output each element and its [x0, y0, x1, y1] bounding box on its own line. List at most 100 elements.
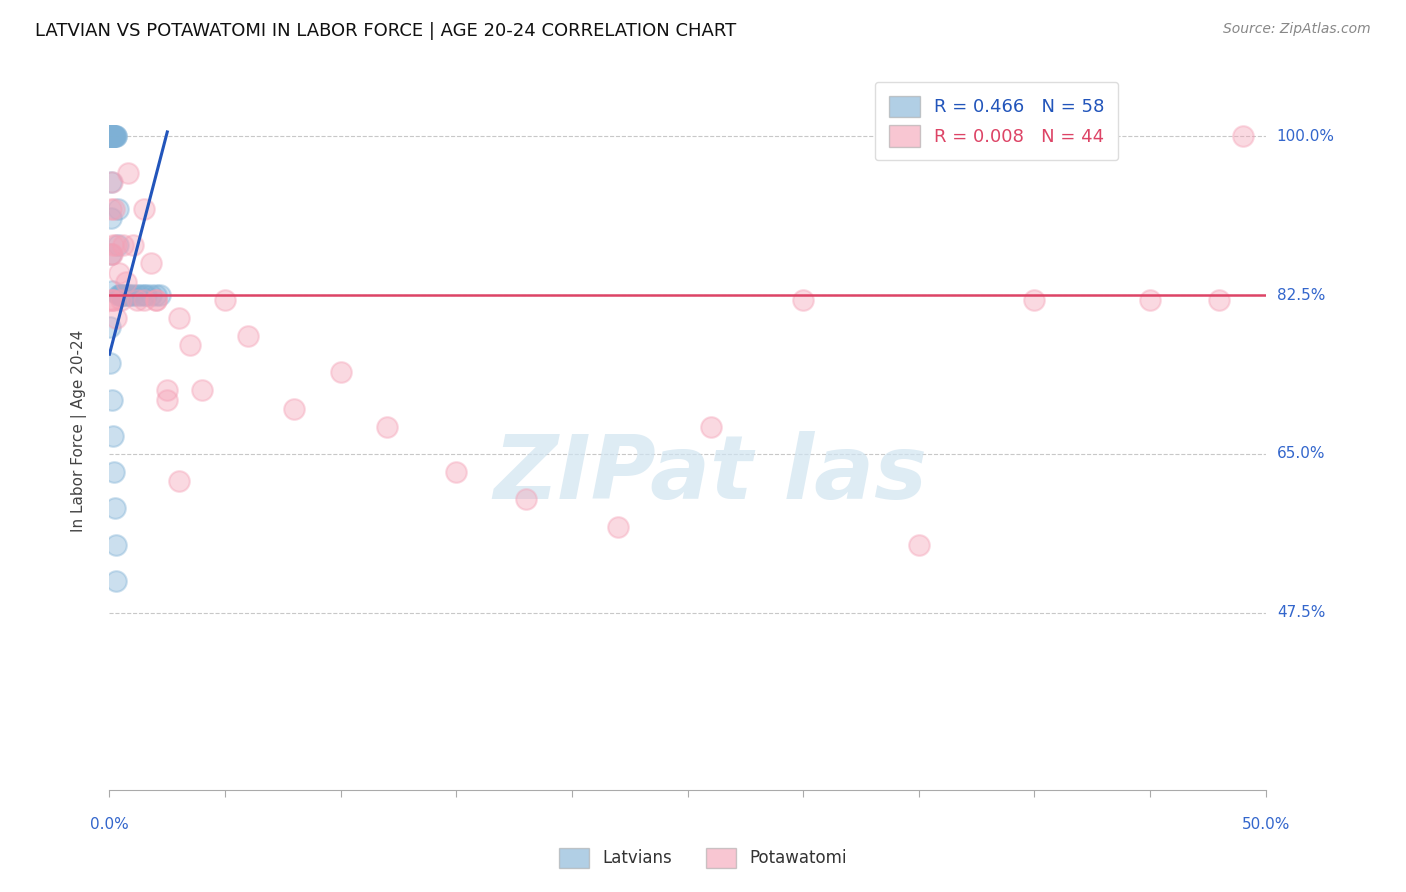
Point: [100, 320, 122, 334]
Point: [110, 288, 132, 302]
Point: [105, 129, 128, 144]
Point: [107, 202, 129, 216]
Point: [515, 492, 537, 507]
Point: [145, 288, 167, 302]
Point: [114, 275, 136, 289]
Point: [238, 329, 260, 343]
Point: [112, 238, 135, 252]
Point: [101, 429, 124, 443]
Point: [107, 288, 129, 302]
Point: [100, 129, 122, 144]
Point: [100, 129, 122, 144]
Point: [100, 129, 122, 144]
Point: [1024, 293, 1046, 307]
Point: [103, 129, 125, 144]
Text: LATVIAN VS POTAWATOMI IN LABOR FORCE | AGE 20-24 CORRELATION CHART: LATVIAN VS POTAWATOMI IN LABOR FORCE | A…: [35, 22, 737, 40]
Point: [100, 284, 122, 298]
Point: [100, 129, 122, 144]
Point: [103, 501, 125, 516]
Text: 100.0%: 100.0%: [1277, 129, 1334, 144]
Point: [283, 401, 305, 416]
Point: [100, 129, 122, 144]
Point: [100, 129, 122, 144]
Point: [101, 392, 124, 407]
Point: [120, 288, 142, 302]
Text: ZIPat las: ZIPat las: [494, 431, 928, 517]
Point: [156, 392, 179, 407]
Point: [792, 293, 814, 307]
Text: 50.0%: 50.0%: [1241, 817, 1289, 832]
Point: [103, 129, 125, 144]
Point: [1139, 293, 1161, 307]
Point: [101, 129, 124, 144]
Point: [105, 310, 128, 325]
Point: [100, 247, 122, 261]
Point: [167, 474, 190, 488]
Point: [104, 538, 127, 552]
Point: [100, 129, 122, 144]
Point: [214, 293, 236, 307]
Text: 65.0%: 65.0%: [1277, 447, 1326, 461]
Point: [100, 129, 122, 144]
Point: [329, 365, 352, 379]
Point: [191, 384, 214, 398]
Point: [100, 129, 122, 144]
Point: [139, 288, 162, 302]
Point: [128, 288, 150, 302]
Point: [104, 129, 127, 144]
Point: [105, 238, 128, 252]
Text: Source: ZipAtlas.com: Source: ZipAtlas.com: [1223, 22, 1371, 37]
Point: [100, 202, 122, 216]
Point: [107, 288, 129, 302]
Point: [149, 288, 172, 302]
Point: [100, 247, 122, 261]
Point: [110, 288, 132, 302]
Point: [375, 419, 398, 434]
Point: [100, 129, 122, 144]
Point: [127, 293, 149, 307]
Point: [446, 465, 468, 479]
Point: [117, 166, 139, 180]
Point: [100, 175, 122, 189]
Point: [1232, 129, 1254, 144]
Point: [103, 293, 125, 307]
Point: [105, 129, 128, 144]
Point: [121, 238, 143, 252]
Point: [121, 288, 143, 302]
Point: [112, 288, 135, 302]
Point: [100, 129, 122, 144]
Point: [100, 175, 122, 189]
Point: [107, 266, 129, 280]
Point: [103, 202, 125, 216]
Text: 47.5%: 47.5%: [1277, 606, 1324, 620]
Point: [145, 293, 167, 307]
Point: [100, 247, 122, 261]
Y-axis label: In Labor Force | Age 20-24: In Labor Force | Age 20-24: [72, 330, 87, 533]
Legend: R = 0.466   N = 58, R = 0.008   N = 44: R = 0.466 N = 58, R = 0.008 N = 44: [875, 82, 1118, 161]
Point: [139, 256, 162, 270]
Point: [607, 519, 630, 533]
Point: [100, 129, 122, 144]
Point: [103, 129, 125, 144]
Point: [107, 238, 129, 252]
Point: [110, 293, 132, 307]
Point: [145, 293, 167, 307]
Point: [103, 465, 125, 479]
Point: [134, 293, 156, 307]
Point: [134, 288, 156, 302]
Point: [699, 419, 721, 434]
Point: [907, 538, 929, 552]
Point: [105, 574, 128, 588]
Point: [100, 211, 122, 226]
Legend: Latvians, Potawatomi: Latvians, Potawatomi: [553, 841, 853, 875]
Point: [101, 129, 124, 144]
Point: [100, 293, 122, 307]
Point: [100, 293, 122, 307]
Point: [98, 356, 121, 370]
Point: [100, 129, 122, 144]
Point: [167, 310, 190, 325]
Point: [179, 338, 201, 352]
Point: [134, 202, 156, 216]
Point: [135, 288, 157, 302]
Text: 0.0%: 0.0%: [90, 817, 129, 832]
